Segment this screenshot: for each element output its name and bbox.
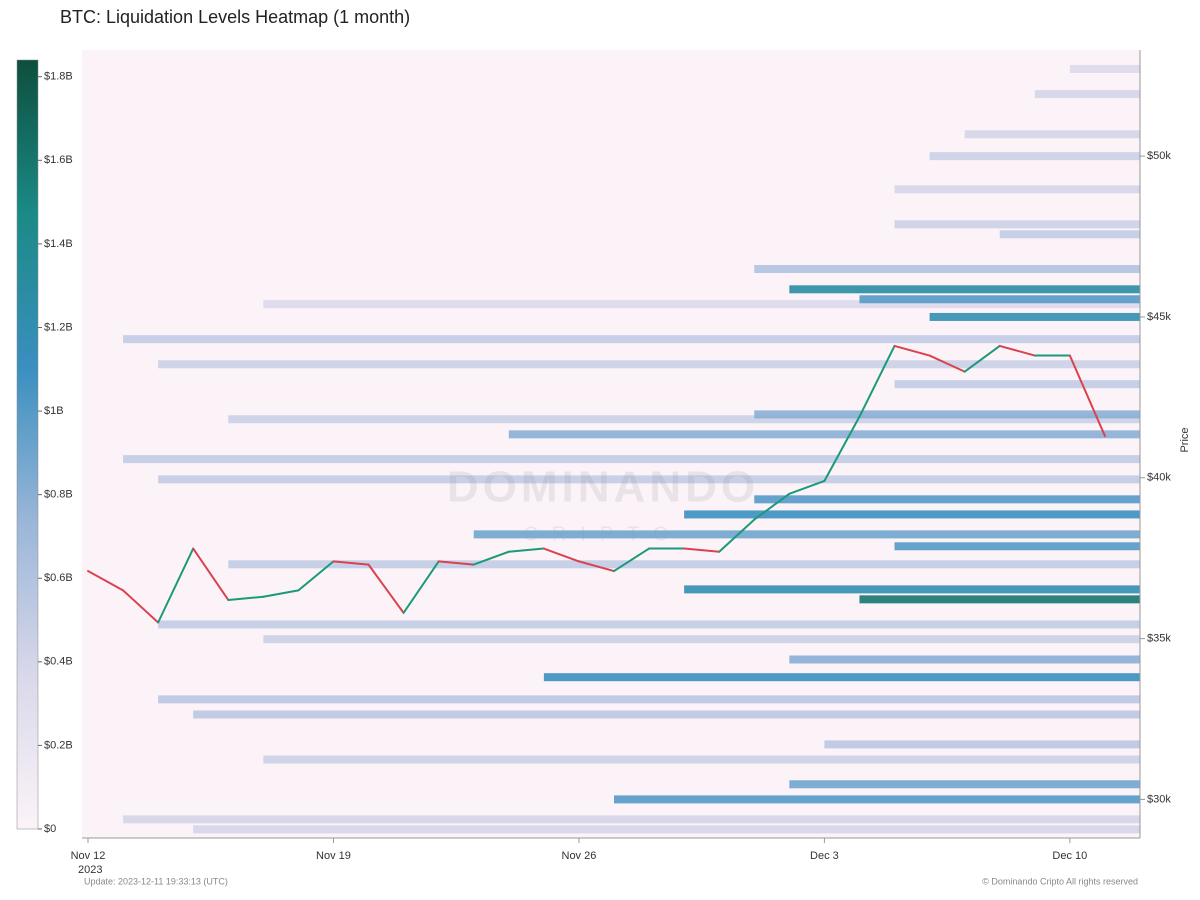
liquidation-level	[754, 265, 1140, 274]
liquidation-level	[263, 755, 1140, 764]
colorbar-tick-label: $0	[44, 823, 56, 835]
price-segment	[788, 479, 826, 495]
liquidation-level	[859, 295, 1140, 304]
price-segment	[858, 344, 896, 418]
colorbar-tick-label: $1.4B	[44, 238, 73, 250]
x-tick-label: Dec 10	[1052, 850, 1087, 862]
price-segment	[613, 547, 651, 573]
price-segment	[507, 547, 545, 553]
liquidation-level	[158, 475, 1141, 484]
liquidation-level	[754, 410, 1140, 419]
liquidation-level	[824, 740, 1140, 749]
liquidation-level	[263, 635, 1140, 644]
liquidation-level	[929, 312, 1140, 321]
liquidation-level	[1069, 64, 1140, 73]
price-line	[87, 344, 1106, 624]
price-segment	[718, 518, 756, 553]
price-segment	[753, 492, 791, 521]
price-segment	[998, 344, 1036, 357]
liquidation-level	[929, 152, 1140, 161]
liquidation-level	[684, 510, 1140, 519]
price-segment	[402, 560, 440, 614]
colorbar-tick-label: $0.2B	[44, 739, 73, 751]
chart-title: BTC: Liquidation Levels Heatmap (1 month…	[60, 7, 410, 27]
liquidation-level	[789, 285, 1140, 294]
price-segment	[472, 550, 510, 566]
price-segment	[683, 547, 721, 553]
x-tick-label: Nov 26	[562, 850, 597, 862]
price-segment	[823, 415, 861, 482]
liquidation-level	[754, 495, 1140, 504]
y-tick-label: $30k	[1147, 793, 1171, 805]
liquidation-level	[614, 795, 1140, 804]
colorbar-tick-label: $0.8B	[44, 489, 73, 501]
price-segment	[297, 560, 335, 592]
price-segment	[437, 560, 475, 566]
y-axis-title: Price	[1179, 427, 1191, 452]
liquidation-level	[158, 620, 1141, 629]
liquidation-level	[193, 825, 1140, 834]
liquidation-level	[684, 585, 1140, 594]
liquidation-level	[859, 595, 1140, 604]
liquidation-level	[543, 673, 1140, 682]
watermark: DOMINANDO	[447, 463, 759, 512]
liquidation-level	[789, 780, 1140, 789]
liquidation-level	[894, 220, 1140, 229]
colorbar-tick-label: $1.2B	[44, 321, 73, 333]
price-segment	[157, 547, 195, 624]
liquidation-level	[228, 560, 1140, 569]
colorbar-tick-label: $1.8B	[44, 71, 73, 83]
liquidation-level	[1034, 90, 1140, 99]
liquidation-level	[228, 415, 1140, 424]
price-segment	[332, 560, 370, 566]
liquidation-level	[123, 335, 1141, 344]
colorbar-tick-label: $1.6B	[44, 154, 73, 166]
price-segment	[928, 354, 966, 373]
colorbar-tick-label: $1B	[44, 405, 64, 417]
colorbar	[16, 59, 39, 830]
colorbar-tick-label: $0.6B	[44, 572, 73, 584]
x-tick-label: Dec 3	[810, 850, 839, 862]
liquidation-level	[789, 655, 1140, 664]
liquidation-level	[894, 185, 1140, 194]
liquidation-level	[473, 530, 1140, 539]
colorbar-tick-label: $0.4B	[44, 656, 73, 668]
liquidation-level	[158, 695, 1141, 704]
liquidation-level	[263, 300, 1140, 309]
price-segment	[577, 560, 615, 573]
price-segment	[122, 589, 160, 624]
update-time: Update: 2023-12-11 19:33:13 (UTC)	[84, 876, 228, 886]
liquidation-level	[123, 815, 1141, 824]
y-tick-label: $45k	[1147, 311, 1171, 323]
price-segment	[542, 547, 580, 563]
heatmap	[123, 64, 1141, 834]
x-tick-label: Nov 19	[316, 850, 351, 862]
liquidation-level	[894, 542, 1140, 551]
price-segment	[87, 570, 125, 592]
price-segment	[262, 589, 300, 598]
y-tick-label: $50k	[1147, 150, 1171, 162]
x-tick-label: Nov 12	[71, 850, 106, 862]
y-tick-label: $40k	[1147, 472, 1171, 484]
liquidation-level	[193, 710, 1140, 719]
copyright: © Dominando Cripto All rights reserved	[982, 876, 1138, 886]
price-segment	[367, 563, 405, 614]
liquidation-level	[894, 380, 1140, 389]
liquidation-level	[508, 430, 1140, 439]
price-segment	[227, 595, 265, 601]
price-segment	[1068, 354, 1106, 437]
liquidation-level	[158, 360, 1141, 369]
liquidation-level	[123, 455, 1141, 464]
price-segment	[192, 547, 230, 601]
watermark: CRIPTO	[523, 523, 682, 545]
x-sublabel: 2023	[78, 864, 102, 876]
price-segment	[893, 344, 931, 357]
liquidation-level	[999, 230, 1140, 239]
price-segment	[963, 344, 1001, 373]
y-tick-label: $35k	[1147, 632, 1171, 644]
liquidation-level	[964, 130, 1140, 139]
plot-background	[82, 50, 1140, 838]
